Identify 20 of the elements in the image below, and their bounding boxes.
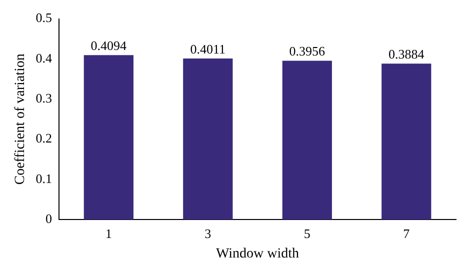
x-axis-title: Window width <box>216 246 300 262</box>
bar <box>84 55 134 220</box>
y-tick-label: 0.2 <box>36 130 52 146</box>
y-tick-label: 0 <box>46 211 52 226</box>
data-label: 0.3884 <box>388 46 425 62</box>
data-label: 0.4011 <box>190 41 226 56</box>
data-label: 0.4094 <box>90 38 128 54</box>
x-tick-label: 1 <box>105 226 112 241</box>
y-tick-label: 0.4 <box>36 50 53 66</box>
x-tick-label: 3 <box>204 226 212 241</box>
x-tick-label: 5 <box>304 226 310 241</box>
y-tick-label: 0.1 <box>36 170 52 186</box>
y-axis-title: Coefficient of variation <box>13 54 28 185</box>
bar <box>282 60 332 220</box>
data-label: 0.3956 <box>289 44 326 59</box>
bar <box>382 64 432 220</box>
x-tick-label: 7 <box>403 226 410 241</box>
y-tick-label: 0.5 <box>36 10 52 26</box>
y-tick-label: 0.3 <box>36 90 52 106</box>
bar <box>183 58 233 220</box>
